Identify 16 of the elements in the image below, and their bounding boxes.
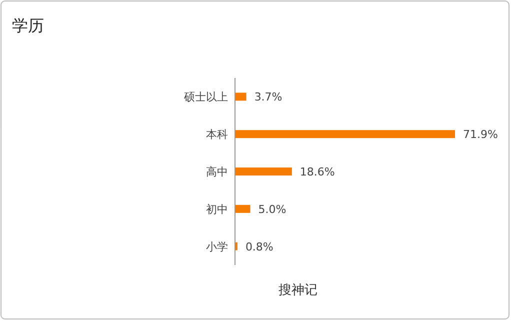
bar (235, 130, 455, 138)
bar (235, 168, 292, 176)
data-label: 0.8% (245, 240, 274, 254)
y-tick-label: 小学 (206, 240, 228, 254)
data-label: 3.7% (254, 90, 282, 104)
data-label: 71.9% (463, 128, 498, 142)
y-tick-label: 高中 (206, 166, 228, 178)
y-tick-label: 硕士以上 (183, 90, 228, 104)
y-tick-label: 初中 (206, 202, 228, 216)
data-label: 18.6% (300, 166, 335, 178)
text: 学历 (12, 16, 44, 35)
x-axis-title: 搜神记 (278, 283, 318, 298)
bar (235, 204, 250, 213)
y-tick-label: 本科 (206, 128, 228, 142)
data-label: 5.0% (258, 202, 286, 216)
bar (235, 92, 246, 101)
